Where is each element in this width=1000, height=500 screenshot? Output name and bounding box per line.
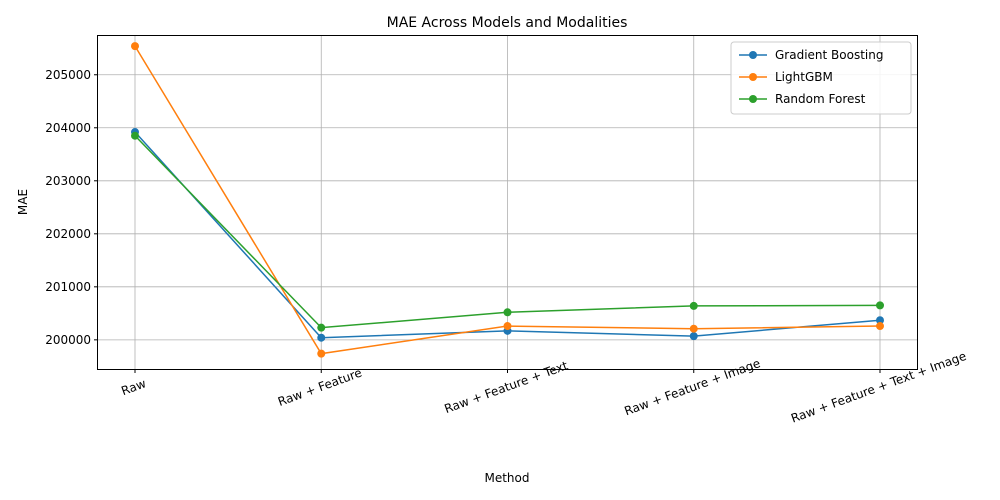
data-point — [317, 333, 326, 342]
data-point — [317, 349, 326, 358]
data-point — [503, 308, 512, 317]
chart-title: MAE Across Models and Modalities — [387, 15, 628, 31]
data-point — [317, 323, 326, 332]
legend: Gradient Boosting LightGBM Random Forest — [730, 41, 912, 115]
y-tick-label: 203000 — [45, 174, 91, 188]
series — [131, 42, 884, 358]
legend-marker — [749, 73, 757, 81]
data-point — [131, 131, 139, 140]
legend-box — [730, 41, 912, 115]
data-point — [876, 301, 884, 310]
data-point — [876, 322, 884, 331]
legend-marker — [749, 95, 757, 103]
legend-marker — [749, 51, 757, 59]
x-axis-label: Method — [484, 471, 529, 485]
y-tick-label: 204000 — [45, 121, 91, 135]
legend-label: Gradient Boosting — [775, 48, 883, 62]
data-point — [876, 316, 884, 325]
y-tick-label: 201000 — [45, 280, 91, 294]
data-point — [503, 322, 512, 331]
legend-label: LightGBM — [775, 70, 833, 84]
data-point — [689, 301, 698, 310]
legend-label: Random Forest — [775, 92, 866, 106]
y-tick-label: 202000 — [45, 227, 91, 241]
y-axis-label: MAE — [16, 189, 30, 215]
data-point — [689, 324, 698, 333]
y-tick-label: 205000 — [45, 68, 91, 82]
data-point — [131, 42, 139, 51]
data-point — [689, 332, 698, 341]
y-tick-label: 200000 — [45, 333, 91, 347]
